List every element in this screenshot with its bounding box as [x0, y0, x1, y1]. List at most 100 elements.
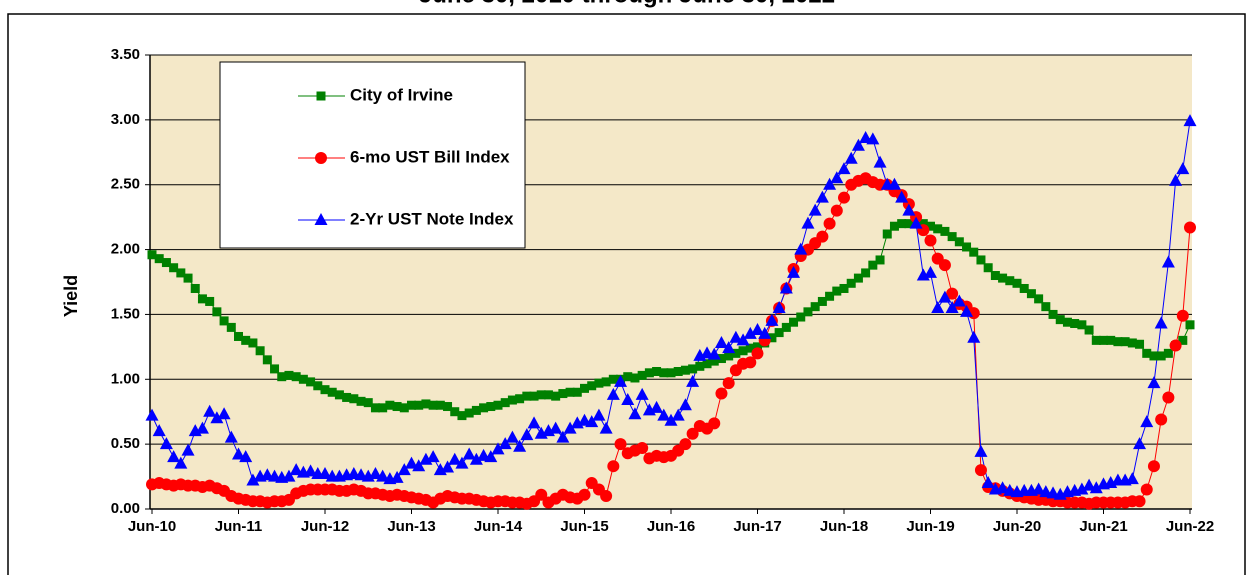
marker-circle — [1155, 413, 1168, 426]
marker-triangle — [952, 294, 966, 307]
marker-circle — [578, 488, 591, 501]
legend-label: City of Irvine — [350, 85, 453, 104]
marker-square — [839, 283, 849, 293]
marker-square — [1041, 302, 1051, 312]
marker-square — [234, 331, 243, 341]
y-tick-label: 1.00 — [111, 370, 140, 387]
marker-circle — [708, 417, 721, 430]
marker-square — [825, 291, 835, 301]
marker-square — [1142, 348, 1152, 358]
marker-square — [767, 333, 777, 343]
marker-triangle — [1169, 173, 1183, 186]
y-tick-label: 3.00 — [111, 111, 140, 128]
marker-square — [1034, 294, 1044, 304]
marker-triangle — [304, 464, 318, 477]
marker-square — [522, 391, 532, 401]
marker-circle — [830, 204, 843, 217]
marker-square — [608, 374, 618, 384]
marker-square — [644, 368, 654, 378]
marker-square — [507, 395, 517, 405]
marker-triangle — [1082, 478, 1096, 491]
marker-square — [212, 307, 222, 317]
marker-square — [147, 250, 157, 260]
marker-square — [385, 400, 395, 410]
marker-circle — [751, 347, 764, 360]
marker-triangle — [866, 132, 880, 145]
marker-triangle — [498, 437, 512, 450]
marker-square — [702, 359, 712, 369]
marker-square — [688, 364, 698, 374]
marker-square — [976, 255, 986, 265]
marker-square — [897, 219, 907, 229]
marker-triangle — [282, 469, 296, 482]
marker-circle — [607, 460, 620, 473]
marker-square — [853, 273, 863, 283]
marker-triangle — [239, 450, 253, 463]
marker-square — [1120, 337, 1130, 347]
marker-square — [313, 381, 323, 391]
marker-triangle — [772, 300, 786, 313]
marker-triangle — [722, 341, 736, 354]
marker-circle — [636, 442, 649, 455]
marker-square — [421, 399, 431, 409]
marker-triangle — [981, 476, 995, 489]
y-tick-label: 0.50 — [111, 435, 140, 452]
marker-square — [464, 408, 474, 418]
marker-circle — [838, 191, 850, 204]
marker-square — [500, 398, 510, 408]
marker-square — [320, 385, 330, 395]
x-tick-label: Jun-17 — [733, 518, 781, 535]
marker-square — [601, 377, 611, 387]
marker-square — [407, 400, 416, 410]
marker-square — [623, 372, 633, 382]
marker-square — [1026, 289, 1036, 299]
x-tick-label: Jun-13 — [387, 518, 435, 535]
marker-square — [861, 268, 871, 278]
marker-triangle — [837, 162, 851, 175]
marker-triangle — [801, 216, 815, 229]
marker-square — [983, 263, 993, 273]
marker-square — [1070, 319, 1080, 329]
marker-square — [580, 383, 589, 393]
marker-square — [277, 372, 287, 382]
marker-square — [558, 389, 568, 399]
y-tick-label: 2.00 — [111, 241, 140, 258]
legend-label: 2-Yr UST Note Index — [350, 209, 514, 228]
marker-circle — [600, 490, 613, 503]
marker-triangle — [671, 408, 685, 421]
marker-square — [637, 370, 647, 380]
marker-triangle — [426, 450, 440, 463]
marker-square — [673, 367, 683, 377]
x-tick-label: Jun-21 — [1079, 518, 1127, 535]
marker-triangle — [1176, 162, 1190, 175]
x-tick-label: Jun-18 — [820, 518, 868, 535]
marker-square — [334, 390, 344, 400]
marker-triangle — [606, 387, 620, 400]
marker-triangle — [895, 190, 909, 203]
marker-square — [392, 402, 402, 412]
marker-square — [284, 370, 294, 380]
x-tick-label: Jun-20 — [993, 518, 1041, 535]
marker-circle — [1169, 339, 1182, 352]
marker-square — [1156, 351, 1166, 361]
marker-triangle — [195, 421, 209, 434]
marker-triangle — [549, 421, 563, 434]
marker-square — [515, 394, 525, 404]
marker-square — [716, 354, 726, 364]
marker-square — [241, 335, 251, 345]
marker-triangle — [851, 138, 865, 151]
marker-square — [1084, 325, 1094, 335]
marker-triangle — [996, 481, 1010, 494]
marker-triangle — [376, 469, 390, 482]
marker-square — [298, 374, 308, 384]
marker-square — [789, 317, 799, 327]
marker-square — [363, 398, 373, 408]
marker-square — [1062, 317, 1072, 327]
marker-triangle — [743, 326, 757, 339]
marker-triangle — [902, 203, 916, 216]
marker-triangle — [945, 300, 959, 313]
marker-triangle — [1125, 472, 1139, 485]
marker-triangle — [145, 408, 159, 421]
marker-square — [306, 377, 316, 387]
